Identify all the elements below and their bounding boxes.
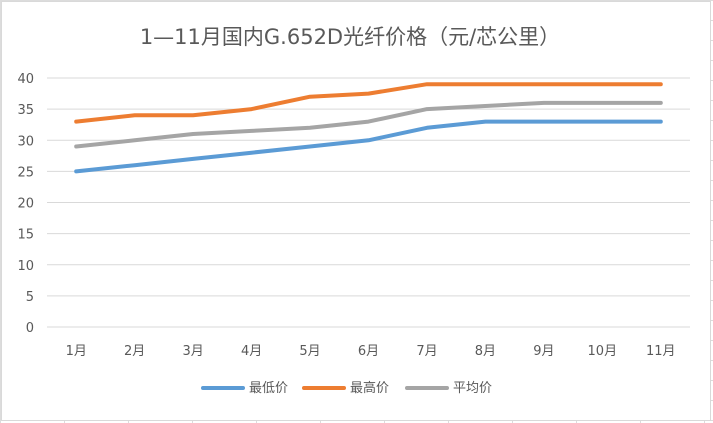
y-tick-label: 25	[17, 165, 34, 180]
y-tick-label: 20	[17, 197, 34, 212]
x-tick-label: 5月	[299, 344, 320, 359]
x-tick-label: 7月	[416, 344, 437, 359]
y-tick-label: 10	[17, 259, 34, 274]
series-line-0[interactable]	[74, 119, 663, 174]
series-lines	[74, 82, 663, 174]
x-tick-label: 8月	[475, 344, 496, 359]
x-tick-label: 6月	[358, 344, 379, 359]
y-tick-label: 15	[17, 228, 34, 243]
y-tick-label: 40	[17, 72, 34, 87]
legend-label: 平均价	[453, 381, 492, 396]
chart-title: 1—11月国内G.652D光纤价格（元/芯公里）	[140, 25, 560, 49]
y-tick-label: 5	[26, 290, 34, 305]
y-tick-label: 0	[26, 321, 34, 336]
y-axis-tick-labels: 0 5 10 15 20 25 30 35 40	[17, 72, 34, 336]
legend-label: 最低价	[249, 381, 288, 396]
x-tick-label: 3月	[182, 344, 203, 359]
gridlines	[47, 77, 690, 328]
x-tick-label: 9月	[533, 344, 554, 359]
x-tick-label: 2月	[124, 344, 145, 359]
x-tick-label: 11月	[646, 344, 676, 359]
x-tick-label: 1月	[66, 344, 87, 359]
series-line-2[interactable]	[74, 100, 663, 149]
x-tick-label: 4月	[241, 344, 262, 359]
x-tick-label: 10月	[588, 344, 618, 359]
legend-label: 最高价	[350, 380, 389, 396]
series-line-1[interactable]	[74, 82, 663, 124]
y-tick-label: 35	[17, 103, 34, 118]
legend: 最低价 最高价 平均价	[201, 380, 492, 396]
x-axis-tick-labels: 1月 2月 3月 4月 5月 6月 7月 8月 9月 10月 11月	[66, 344, 676, 359]
y-tick-label: 30	[17, 134, 34, 149]
